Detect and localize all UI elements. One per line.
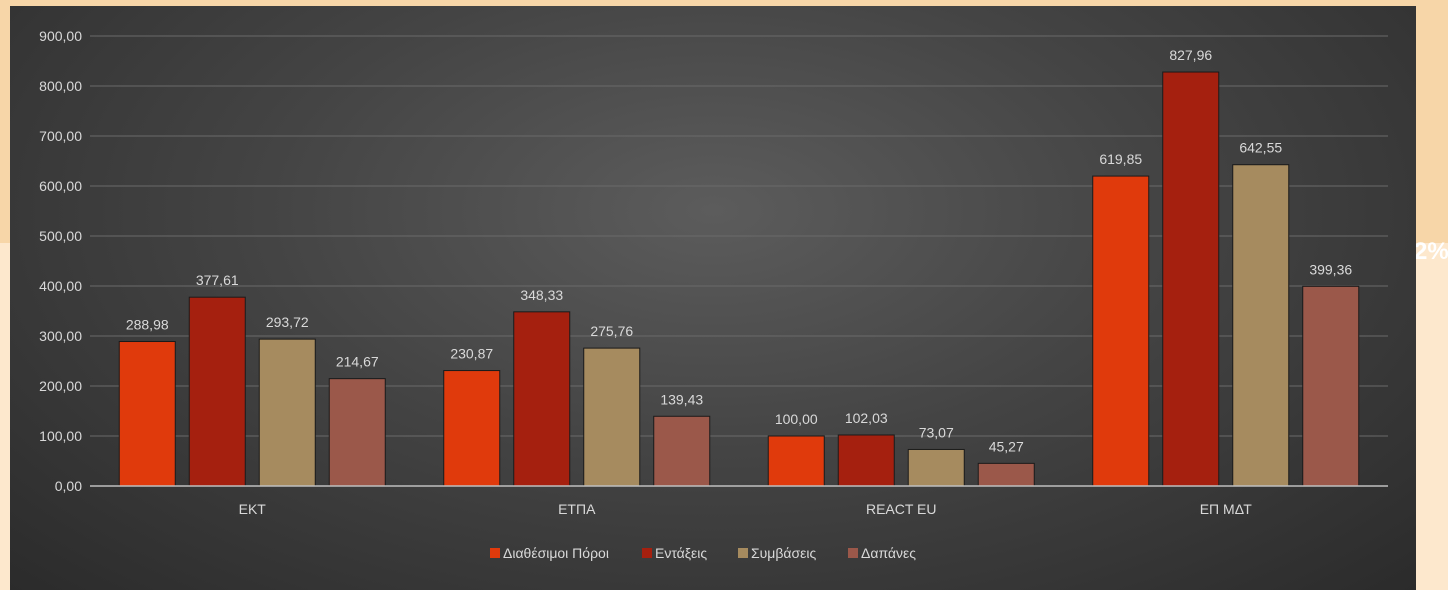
y-tick-label: 400,00 <box>39 278 82 294</box>
x-tick-label: ΕΠ ΜΔΤ <box>1200 501 1253 517</box>
bar <box>513 311 571 487</box>
data-label: 45,27 <box>989 438 1024 454</box>
bar <box>1302 285 1360 487</box>
data-label: 73,07 <box>919 424 954 440</box>
data-label: 642,55 <box>1239 140 1282 156</box>
data-label: 214,67 <box>336 354 379 370</box>
bar <box>258 338 316 487</box>
bar <box>118 341 176 487</box>
bar <box>653 415 711 487</box>
chart-panel: 0,00 100,00 200,00 300,00 400,00 500,00 600,00… <box>10 6 1416 590</box>
legend-swatch <box>642 548 652 558</box>
data-label: 293,72 <box>266 314 309 330</box>
data-label: 102,03 <box>845 410 888 426</box>
data-label: 275,76 <box>590 323 633 339</box>
y-tick-label: 500,00 <box>39 228 82 244</box>
x-tick-label: ΕΤΠΑ <box>558 501 596 517</box>
data-label: 399,36 <box>1309 261 1352 277</box>
y-tick-label: 100,00 <box>39 428 82 444</box>
data-label: 100,00 <box>775 411 818 427</box>
legend-label: Δαπάνες <box>861 545 916 561</box>
y-tick-label: 200,00 <box>39 378 82 394</box>
data-label: 377,61 <box>196 272 239 288</box>
legend-swatch <box>490 548 500 558</box>
bar <box>328 378 386 487</box>
legend-swatch <box>738 548 748 558</box>
y-tick-label: 700,00 <box>39 128 82 144</box>
x-tick-label: REACT EU <box>866 501 937 517</box>
data-label: 230,87 <box>450 346 493 362</box>
bar <box>1162 71 1220 487</box>
y-tick-label: 900,00 <box>39 28 82 44</box>
bar <box>907 448 965 487</box>
bar <box>1092 175 1150 487</box>
data-label: 348,33 <box>520 287 563 303</box>
bar <box>1232 164 1290 487</box>
y-tick-label: 300,00 <box>39 328 82 344</box>
y-tick-label: 0,00 <box>55 478 82 494</box>
bar-chart: 0,00 100,00 200,00 300,00 400,00 500,00 600,00… <box>39 28 1388 561</box>
data-label: 288,98 <box>126 317 169 333</box>
legend-swatch <box>848 548 858 558</box>
legend-label: Διαθέσιμοι Πόροι <box>503 545 609 561</box>
legend-label: Εντάξεις <box>655 545 707 561</box>
y-tick-label: 600,00 <box>39 178 82 194</box>
data-label: 619,85 <box>1099 151 1142 167</box>
bar <box>583 347 641 487</box>
x-tick-label: ΕΚΤ <box>239 501 267 517</box>
bar <box>767 435 825 487</box>
bar <box>977 462 1035 487</box>
y-tick-label: 800,00 <box>39 78 82 94</box>
data-label: 827,96 <box>1169 47 1212 63</box>
bar <box>443 370 501 487</box>
background-text-fragment: 2% <box>1414 238 1448 265</box>
bar <box>837 434 895 487</box>
legend-label: Συμβάσεις <box>751 545 817 561</box>
data-label: 139,43 <box>660 391 703 407</box>
bar <box>188 296 246 487</box>
